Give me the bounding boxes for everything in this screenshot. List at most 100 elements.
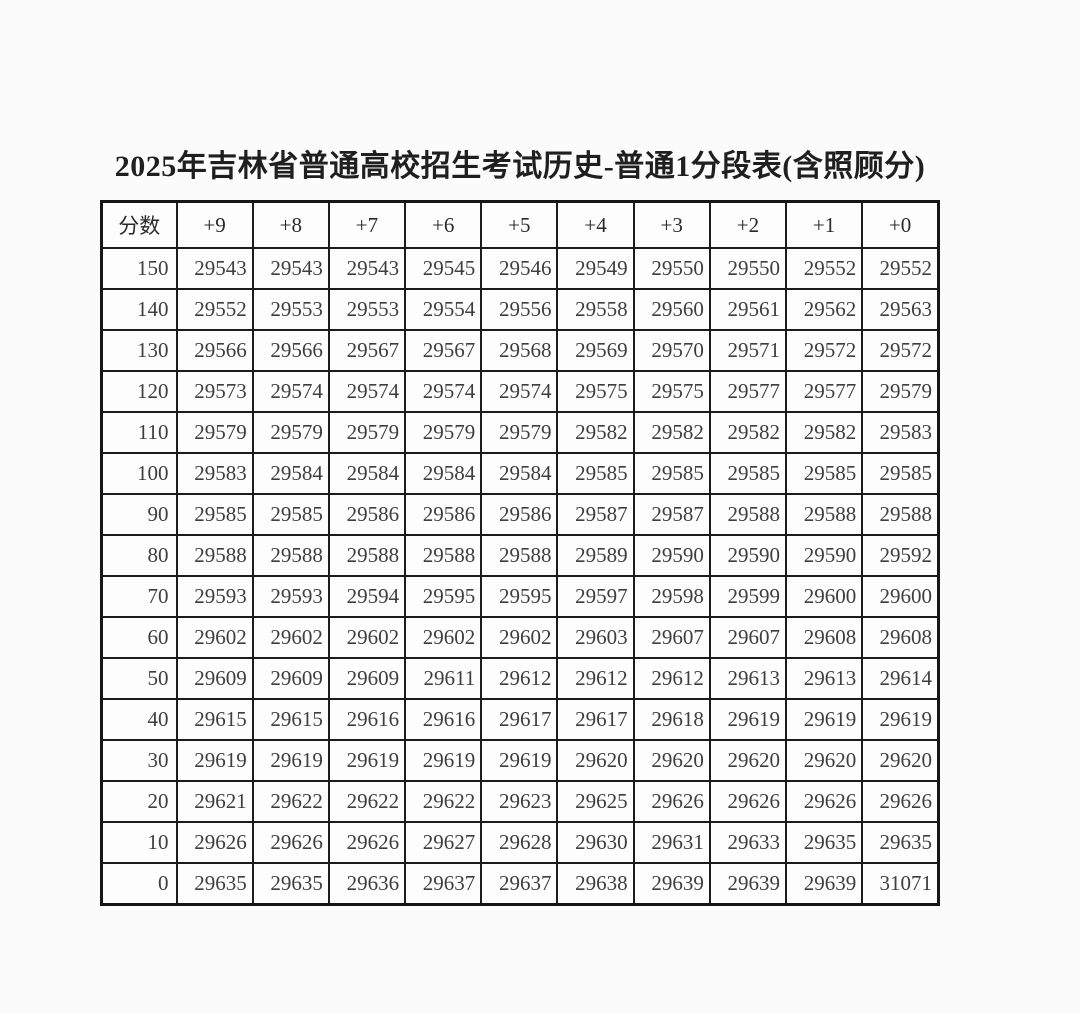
- table-row: 100 29583 29584 29584 29584 29584 29585 29585 29…: [100, 452, 940, 495]
- value-cell: 29583: [861, 411, 940, 454]
- value-cell: 29594: [327, 575, 407, 618]
- score-cell: 10: [100, 821, 178, 864]
- value-cell: 29560: [632, 288, 711, 331]
- value-cell: 29586: [327, 493, 407, 536]
- value-cell: 29625: [556, 780, 635, 823]
- value-cell: 29609: [251, 657, 330, 700]
- value-cell: 29639: [708, 862, 788, 906]
- value-cell: 29599: [708, 575, 788, 618]
- score-cell: 0: [100, 862, 178, 906]
- score-cell: 70: [100, 575, 178, 618]
- value-cell: 29607: [708, 616, 788, 659]
- table-row: 0 29635 29635 29636 29637 29637 29638 29639 2963…: [100, 862, 940, 906]
- value-cell: 29635: [861, 821, 940, 864]
- value-cell: 29623: [480, 780, 559, 823]
- value-cell: 29589: [556, 534, 635, 577]
- value-cell: 29588: [404, 534, 483, 577]
- value-cell: 29588: [480, 534, 559, 577]
- value-cell: 29619: [251, 739, 330, 782]
- table-row: 40 29615 29615 29616 29616 29617 29617 29618 296…: [100, 698, 940, 741]
- header-plus-3: +3: [632, 200, 711, 249]
- value-cell: 29575: [556, 370, 635, 413]
- value-cell: 29588: [784, 493, 864, 536]
- value-cell: 29590: [784, 534, 864, 577]
- value-cell: 29636: [327, 862, 407, 906]
- value-cell: 29583: [175, 452, 254, 495]
- value-cell: 29608: [784, 616, 864, 659]
- value-cell: 29609: [327, 657, 407, 700]
- value-cell: 29622: [404, 780, 483, 823]
- value-cell: 29575: [632, 370, 711, 413]
- value-cell: 29584: [404, 452, 483, 495]
- value-cell: 29628: [480, 821, 559, 864]
- table-row: 90 29585 29585 29586 29586 29586 29587 29587 295…: [100, 493, 940, 536]
- table-row: 130 29566 29566 29567 29567 29568 29569 29570 29…: [100, 329, 940, 372]
- value-cell: 29587: [556, 493, 635, 536]
- value-cell: 29572: [861, 329, 940, 372]
- value-cell: 29615: [175, 698, 254, 741]
- value-cell: 29582: [784, 411, 864, 454]
- value-cell: 29556: [480, 288, 559, 331]
- score-cell: 110: [100, 411, 178, 454]
- table-row: 150 29543 29543 29543 29545 29546 29549 29550 29…: [100, 247, 940, 290]
- table-row: 60 29602 29602 29602 29602 29602 29603 29607 296…: [100, 616, 940, 659]
- header-plus-0: +0: [861, 200, 940, 249]
- value-cell: 29545: [404, 247, 483, 290]
- header-plus-8: +8: [251, 200, 330, 249]
- value-cell: 29609: [175, 657, 254, 700]
- value-cell: 29586: [480, 493, 559, 536]
- score-cell: 80: [100, 534, 178, 577]
- value-cell: 29602: [404, 616, 483, 659]
- value-cell: 29584: [480, 452, 559, 495]
- value-cell: 29622: [251, 780, 330, 823]
- value-cell: 29585: [861, 452, 940, 495]
- value-cell: 29582: [632, 411, 711, 454]
- header-plus-7: +7: [327, 200, 407, 249]
- value-cell: 29574: [480, 370, 559, 413]
- value-cell: 29588: [327, 534, 407, 577]
- value-cell: 29584: [251, 452, 330, 495]
- value-cell: 29616: [327, 698, 407, 741]
- value-cell: 29582: [708, 411, 788, 454]
- value-cell: 29626: [632, 780, 711, 823]
- value-cell: 29587: [632, 493, 711, 536]
- value-cell: 29639: [632, 862, 711, 906]
- page-title: 2025年吉林省普通高校招生考试历史-普通1分段表(含照顾分): [114, 150, 926, 183]
- value-cell: 29618: [632, 698, 711, 741]
- value-cell: 29614: [861, 657, 940, 700]
- value-cell: 29553: [251, 288, 330, 331]
- value-cell: 29550: [708, 247, 788, 290]
- value-cell: 29579: [251, 411, 330, 454]
- score-cell: 100: [100, 452, 178, 495]
- value-cell: 29566: [175, 329, 254, 372]
- value-cell: 29592: [861, 534, 940, 577]
- value-cell: 29582: [556, 411, 635, 454]
- value-cell: 29620: [861, 739, 940, 782]
- value-cell: 29567: [327, 329, 407, 372]
- value-cell: 29619: [327, 739, 407, 782]
- value-cell: 29600: [861, 575, 940, 618]
- value-cell: 29603: [556, 616, 635, 659]
- value-cell: 31071: [861, 862, 940, 906]
- value-cell: 29549: [556, 247, 635, 290]
- value-cell: 29619: [861, 698, 940, 741]
- score-cell: 120: [100, 370, 178, 413]
- table-body: 150 29543 29543 29543 29545 29546 29549 29550 29…: [100, 247, 940, 906]
- value-cell: 29571: [708, 329, 788, 372]
- value-cell: 29635: [784, 821, 864, 864]
- value-cell: 29543: [175, 247, 254, 290]
- value-cell: 29584: [327, 452, 407, 495]
- table-row: 110 29579 29579 29579 29579 29579 29582 29582 29…: [100, 411, 940, 454]
- value-cell: 29552: [784, 247, 864, 290]
- score-cell: 150: [100, 247, 178, 290]
- value-cell: 29585: [556, 452, 635, 495]
- value-cell: 29579: [404, 411, 483, 454]
- value-cell: 29619: [784, 698, 864, 741]
- value-cell: 29612: [632, 657, 711, 700]
- value-cell: 29626: [861, 780, 940, 823]
- value-cell: 29626: [175, 821, 254, 864]
- value-cell: 29639: [784, 862, 864, 906]
- value-cell: 29616: [404, 698, 483, 741]
- value-cell: 29585: [175, 493, 254, 536]
- value-cell: 29602: [327, 616, 407, 659]
